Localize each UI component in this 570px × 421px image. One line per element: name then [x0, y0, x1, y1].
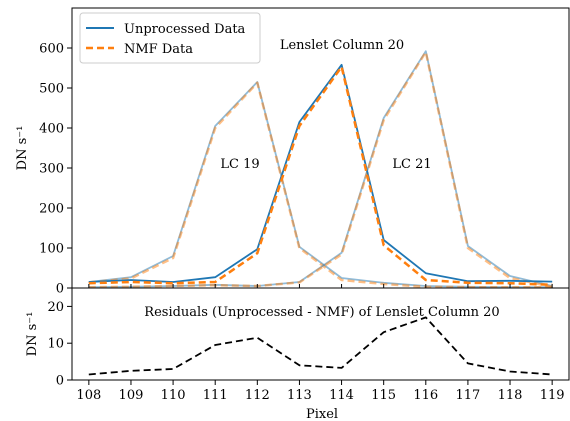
legend-label-unprocessed: Unprocessed Data: [124, 22, 246, 37]
x-axis-label: Pixel: [306, 407, 338, 421]
bottom-y-axis-label: DN s⁻¹: [25, 312, 40, 357]
x-tick-label: 117: [456, 388, 481, 403]
x-tick-label: 114: [329, 388, 354, 403]
top-y-axis-label: DN s⁻¹: [15, 126, 30, 171]
legend-box: [79, 12, 261, 64]
legend-label-nmf: NMF Data: [124, 42, 193, 57]
annotation-lc-21: LC 21: [392, 157, 431, 172]
x-tick-label: 119: [540, 388, 565, 403]
top-y-tick-label: 0: [56, 282, 64, 297]
annotation-lc-19: LC 19: [220, 157, 259, 172]
bottom-y-tick-label: 20: [47, 300, 64, 315]
x-tick-label: 118: [498, 388, 523, 403]
bottom-x-ticks: 108 109 110 111 112 113 114 115 116 117 118 119: [76, 284, 565, 403]
series-line-column-21-unprocessed: [88, 50, 553, 289]
bottom-y-tick-label: 0: [56, 374, 64, 389]
top-y-tick-label: 500: [39, 82, 64, 97]
residuals-title: Residuals (Unprocessed - NMF) of Lenslet…: [144, 305, 499, 320]
top-y-tick-label: 100: [39, 242, 64, 257]
x-tick-label: 108: [76, 388, 101, 403]
x-tick-label: 113: [287, 388, 312, 403]
residual-series-line: [88, 316, 553, 376]
top-y-tick-label: 300: [39, 162, 64, 177]
x-tick-label: 109: [119, 388, 144, 403]
top-series-lines: [88, 50, 553, 289]
top-y-tick-label: 400: [39, 122, 64, 137]
x-tick-label: 115: [371, 388, 396, 403]
x-tick-label: 116: [413, 388, 438, 403]
x-tick-label: 112: [245, 388, 270, 403]
bottom-plot-frame: [71, 287, 570, 381]
x-tick-label: 110: [161, 388, 186, 403]
annotation-lenslet-column-20: Lenslet Column 20: [280, 38, 404, 53]
legend: Unprocessed Data NMF Data: [79, 12, 261, 64]
top-panel: 0 100 200 300 400 500 600 DN s⁻¹ Lenslet Colum…: [15, 7, 570, 297]
x-tick-label: 111: [203, 388, 228, 403]
series-line-column-21-nmf: [88, 50, 553, 289]
series-line-column-19-nmf: [88, 81, 553, 289]
top-y-tick-label: 600: [39, 42, 64, 57]
top-y-tick-label: 200: [39, 202, 64, 217]
series-line-column-20-nmf: [88, 65, 553, 287]
bottom-y-ticks: 0 10 20: [47, 300, 72, 389]
top-y-ticks: 0 100 200 300 400 500 600: [39, 42, 72, 297]
residual-line: [88, 316, 553, 376]
bottom-y-tick-label: 10: [47, 337, 64, 352]
series-line-column-20-unprocessed: [88, 63, 553, 283]
